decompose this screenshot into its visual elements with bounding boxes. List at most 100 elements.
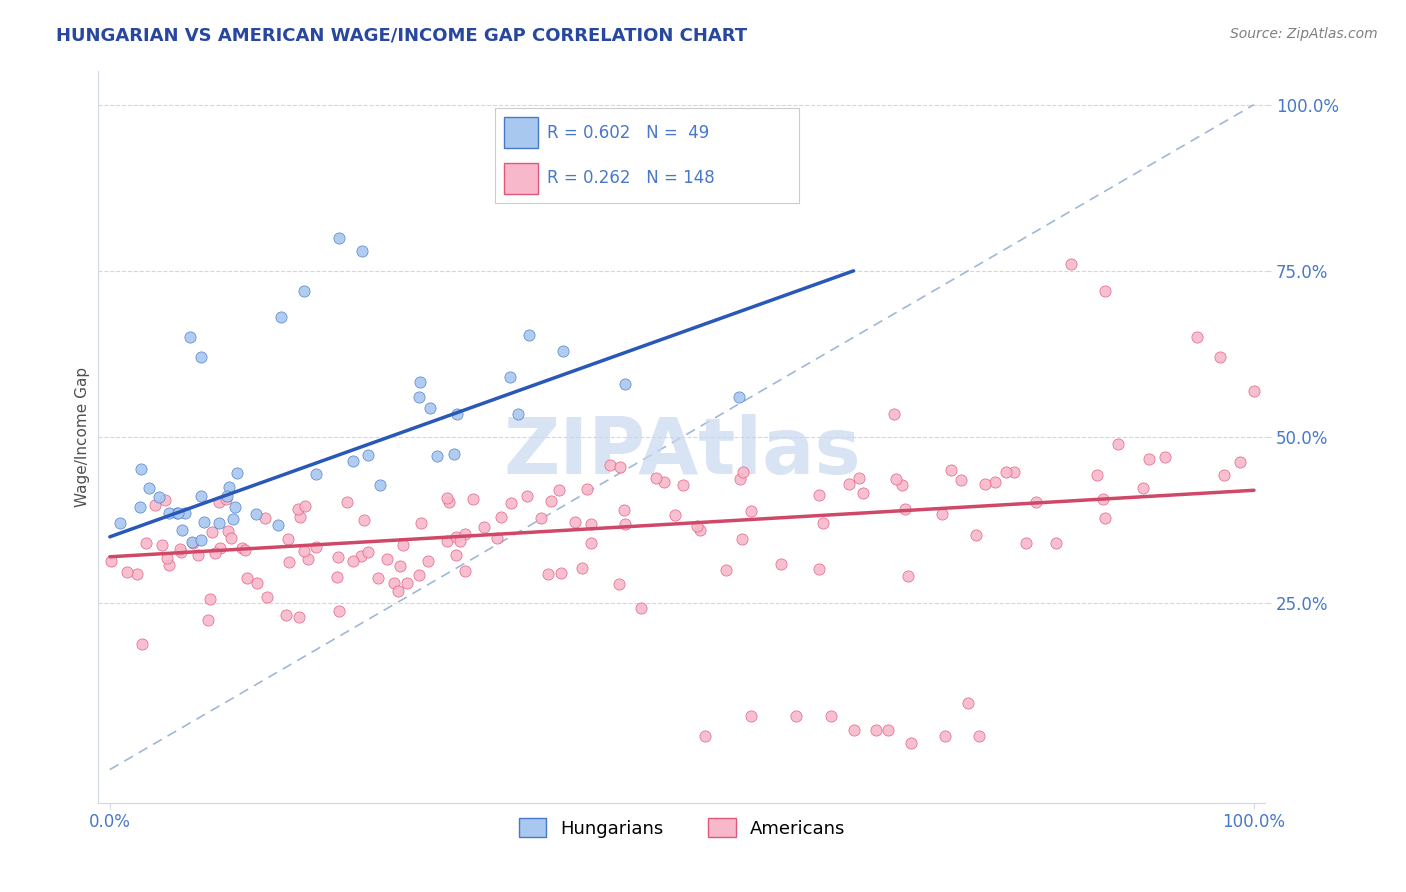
Point bbox=[664, 508, 686, 523]
Point bbox=[342, 554, 364, 568]
Point bbox=[446, 407, 468, 421]
Point bbox=[956, 696, 979, 710]
Point bbox=[769, 557, 792, 571]
Point bbox=[1002, 465, 1025, 479]
Point bbox=[571, 561, 593, 575]
Point bbox=[217, 524, 239, 538]
Point bbox=[131, 637, 153, 651]
Point bbox=[1025, 494, 1047, 508]
Point bbox=[654, 475, 676, 489]
Point bbox=[693, 729, 716, 743]
Point bbox=[208, 516, 231, 530]
Point bbox=[884, 472, 907, 486]
Point bbox=[187, 548, 209, 562]
Point bbox=[231, 541, 253, 555]
Point bbox=[305, 540, 328, 554]
Point bbox=[436, 491, 458, 506]
Point bbox=[599, 458, 621, 473]
Point bbox=[222, 512, 245, 526]
Legend: Hungarians, Americans: Hungarians, Americans bbox=[512, 811, 852, 845]
Point bbox=[409, 516, 432, 530]
Point bbox=[645, 470, 668, 484]
Point bbox=[1107, 436, 1129, 450]
Point bbox=[517, 327, 540, 342]
Point bbox=[292, 284, 315, 298]
Point bbox=[537, 566, 560, 581]
Point bbox=[807, 561, 830, 575]
Point bbox=[297, 552, 319, 566]
Point bbox=[609, 459, 631, 474]
Point bbox=[437, 494, 460, 508]
Point bbox=[969, 729, 991, 743]
Point bbox=[1085, 467, 1108, 482]
Point bbox=[939, 463, 962, 477]
Point bbox=[129, 500, 152, 514]
Y-axis label: Wage/Income Gap: Wage/Income Gap bbox=[75, 367, 90, 508]
Point bbox=[529, 511, 551, 525]
Point bbox=[204, 546, 226, 560]
Point bbox=[148, 491, 170, 505]
Point bbox=[499, 370, 522, 384]
Point bbox=[418, 554, 440, 568]
Point bbox=[207, 495, 229, 509]
Point bbox=[200, 591, 222, 606]
Point bbox=[197, 613, 219, 627]
Point bbox=[1014, 536, 1036, 550]
Point bbox=[550, 566, 572, 580]
Point bbox=[156, 550, 179, 565]
Point bbox=[245, 508, 267, 522]
Point bbox=[733, 465, 755, 479]
Point bbox=[150, 538, 173, 552]
Point bbox=[274, 608, 297, 623]
Point bbox=[1045, 536, 1067, 550]
Point bbox=[233, 542, 256, 557]
Point bbox=[728, 390, 751, 404]
Point bbox=[267, 517, 290, 532]
Point bbox=[883, 407, 905, 421]
Point bbox=[166, 506, 188, 520]
Point bbox=[367, 571, 389, 585]
Point bbox=[607, 576, 630, 591]
Text: Source: ZipAtlas.com: Source: ZipAtlas.com bbox=[1230, 27, 1378, 41]
Point bbox=[1185, 330, 1208, 344]
Point bbox=[221, 531, 243, 545]
Point bbox=[326, 570, 349, 584]
Point bbox=[143, 498, 166, 512]
Point bbox=[1094, 511, 1116, 525]
Point bbox=[1208, 351, 1230, 365]
Point bbox=[287, 502, 309, 516]
Point bbox=[218, 481, 240, 495]
Point bbox=[190, 533, 212, 548]
Point bbox=[672, 478, 695, 492]
Point bbox=[965, 528, 987, 542]
Point bbox=[740, 503, 762, 517]
Point bbox=[253, 511, 276, 525]
Point bbox=[728, 472, 751, 486]
Point bbox=[576, 482, 599, 496]
Point bbox=[115, 565, 138, 579]
Point bbox=[328, 230, 350, 244]
Point bbox=[294, 499, 316, 513]
Point bbox=[215, 492, 238, 507]
Point bbox=[375, 552, 398, 566]
Point bbox=[630, 601, 652, 615]
Point bbox=[1060, 257, 1083, 271]
Point bbox=[896, 568, 918, 582]
Point bbox=[138, 481, 160, 495]
Point bbox=[443, 447, 465, 461]
Point bbox=[167, 506, 190, 520]
Point bbox=[193, 515, 215, 529]
Point bbox=[389, 559, 412, 574]
Point bbox=[328, 604, 350, 618]
Point bbox=[740, 709, 762, 723]
Point bbox=[384, 575, 406, 590]
Point bbox=[579, 536, 602, 550]
Point bbox=[100, 554, 122, 568]
Point bbox=[900, 736, 922, 750]
Point bbox=[270, 310, 292, 325]
Point bbox=[328, 550, 350, 565]
Point bbox=[357, 545, 380, 559]
Point bbox=[201, 524, 224, 539]
Point bbox=[336, 495, 359, 509]
Point bbox=[553, 343, 575, 358]
